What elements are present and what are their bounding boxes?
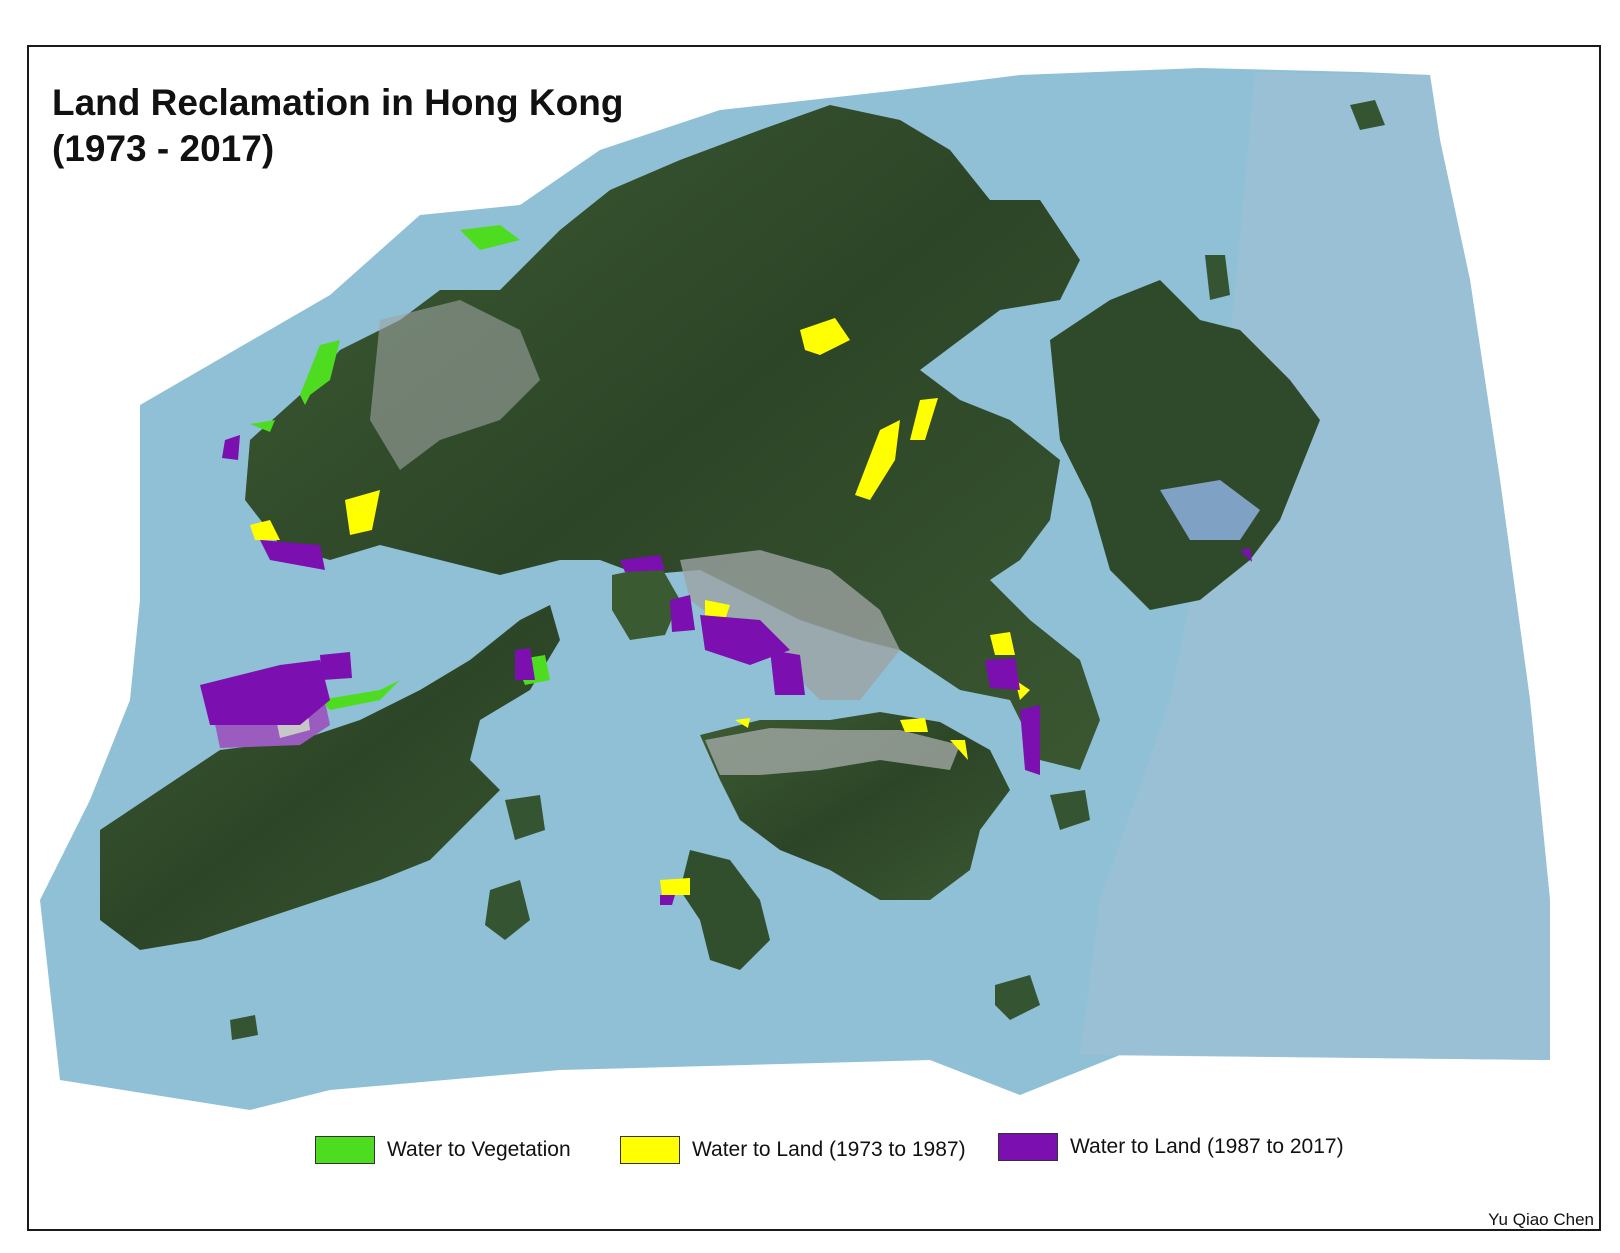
tsing-yi-island <box>612 565 680 640</box>
urban-area-northwest <box>370 300 540 470</box>
legend-swatch-vegetation <box>315 1136 375 1164</box>
island-tsing-chau <box>1050 790 1090 830</box>
new-territories <box>245 105 1100 770</box>
sai-kung <box>1050 280 1320 610</box>
legend-item-vegetation: Water to Vegetation <box>315 1133 571 1167</box>
legend-item-land-1973-1987: Water to Land (1973 to 1987) <box>620 1133 966 1167</box>
title-line-1: Land Reclamation in Hong Kong <box>52 82 624 123</box>
island-soko <box>230 1015 258 1040</box>
legend-label-vegetation: Water to Vegetation <box>387 1138 571 1161</box>
author-credit: Yu Qiao Chen <box>1488 1210 1594 1229</box>
legend-item-land-1987-2017: Water to Land (1987 to 2017) <box>998 1130 1344 1164</box>
legend-label-land-1987-2017: Water to Land (1987 to 2017) <box>1070 1135 1344 1158</box>
legend-swatch-land-1973-1987 <box>620 1136 680 1164</box>
lantau-island <box>100 605 560 950</box>
legend-label-land-1973-1987: Water to Land (1973 to 1987) <box>692 1138 966 1161</box>
urban-area-hk-north <box>705 728 960 775</box>
lamma-island <box>680 850 770 970</box>
island-grass <box>1205 255 1230 300</box>
island-tung-ping-chau <box>1350 100 1385 130</box>
island-peng-chau <box>505 795 545 840</box>
title-line-2: (1973 - 2017) <box>52 128 275 169</box>
island-cheung-chau <box>485 880 530 940</box>
reclamation-1973-1987 <box>250 318 1030 895</box>
reclamation-1987-2017 <box>200 435 1252 905</box>
legend-swatch-land-1987-2017 <box>998 1133 1058 1161</box>
map-title: Land Reclamation in Hong Kong (1973 - 20… <box>52 80 623 172</box>
sea-area-east <box>1080 72 1550 1060</box>
high-island-reservoir <box>1160 480 1260 540</box>
island-po-toi <box>995 975 1040 1020</box>
urban-area-kowloon <box>680 550 900 700</box>
